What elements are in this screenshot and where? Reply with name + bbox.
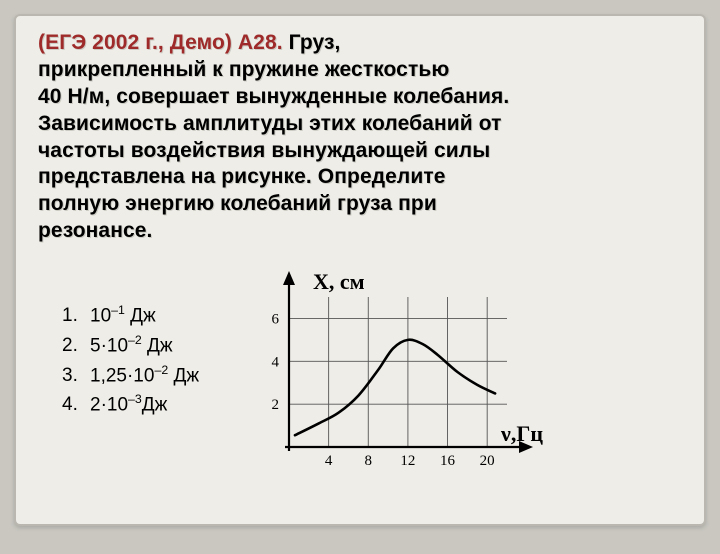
svg-text:20: 20 [480,453,495,469]
answer-option-1: 1. 10–1 Дж [62,301,199,331]
problem-line-6: полную энергию колебаний груза при [38,192,437,215]
answer-option-3: 3. 1,25·10–2 Дж [62,361,199,391]
problem-source: (ЕГЭ 2002 г., Демо) А28. [38,31,283,54]
svg-text:4: 4 [272,354,280,370]
problem-line-5: представлена на рисунке. Определите [38,165,446,188]
problem-line-7: резонансе. [38,219,153,242]
svg-text:2: 2 [272,397,280,413]
problem-line-2: 40 Н/м, совершает вынужденные колебания. [38,85,509,108]
answer-option-4: 4. 2·10–3Дж [62,390,199,420]
svg-text:8: 8 [365,453,373,469]
svg-text:6: 6 [272,311,280,327]
answer-option-2: 2. 5·10–2 Дж [62,331,199,361]
answer-list: 1. 10–1 Дж 2. 5·10–2 Дж 3. 1,25·10–2 Дж … [62,301,199,420]
problem-line-0: Груз, [289,31,341,54]
body-row: 1. 10–1 Дж 2. 5·10–2 Дж 3. 1,25·10–2 Дж … [38,273,682,482]
problem-card: (ЕГЭ 2002 г., Демо) А28. Груз, прикрепле… [14,14,706,526]
resonance-chart: 48121620246X, смν,Гц [247,267,557,482]
problem-line-1: прикрепленный к пружине жесткостью [38,58,449,81]
svg-text:4: 4 [325,453,333,469]
svg-text:X, см: X, см [313,269,365,294]
problem-text: (ЕГЭ 2002 г., Демо) А28. Груз, прикрепле… [38,30,682,245]
problem-line-4: частоты воздействия вынуждающей силы [38,139,490,162]
problem-line-3: Зависимость амплитуды этих колебаний от [38,112,501,135]
svg-text:ν,Гц: ν,Гц [500,421,543,446]
svg-text:16: 16 [440,453,456,469]
svg-text:12: 12 [400,453,415,469]
chart-svg: 48121620246X, смν,Гц [247,267,557,477]
